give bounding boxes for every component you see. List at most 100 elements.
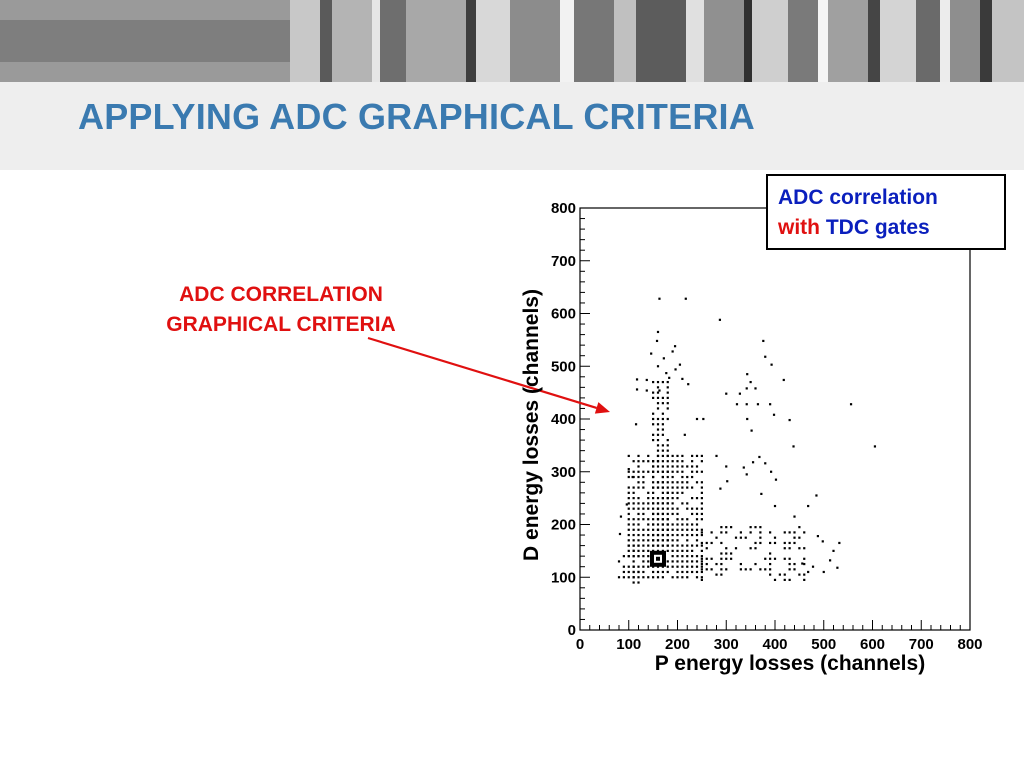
- data-point: [681, 377, 684, 381]
- data-point: [745, 387, 748, 390]
- data-point: [642, 570, 645, 574]
- data-point: [700, 528, 703, 531]
- data-point: [788, 531, 791, 534]
- data-point: [725, 547, 728, 550]
- data-point: [627, 512, 630, 516]
- data-point: [691, 470, 694, 473]
- data-point: [671, 502, 674, 505]
- data-point: [656, 402, 660, 405]
- data-point: [617, 576, 621, 579]
- data-point: [754, 526, 757, 529]
- data-point: [666, 512, 669, 516]
- data-point: [783, 547, 786, 550]
- data-point: [695, 417, 699, 421]
- data-point: [642, 533, 645, 537]
- data-point: [666, 380, 669, 384]
- data-point: [700, 541, 703, 545]
- data-point: [676, 512, 679, 516]
- data-point: [642, 549, 645, 552]
- data-point: [656, 423, 660, 426]
- annotation-arrow: [367, 336, 597, 409]
- data-point: [671, 454, 674, 458]
- data-point: [637, 502, 640, 505]
- data-point: [720, 557, 723, 560]
- data-point: [666, 507, 669, 510]
- data-point: [662, 357, 665, 360]
- banner-stripe: [372, 0, 380, 82]
- data-point: [759, 541, 762, 545]
- data-point: [661, 539, 664, 542]
- data-point: [656, 576, 660, 579]
- data-point: [656, 386, 660, 389]
- data-point: [666, 570, 669, 574]
- data-point: [738, 392, 741, 395]
- data-point: [681, 491, 684, 494]
- data-point: [773, 578, 777, 581]
- data-point: [652, 417, 655, 421]
- data-point: [700, 570, 703, 574]
- banner-stripe: [380, 0, 406, 82]
- data-point: [666, 449, 669, 452]
- data-point: [695, 454, 699, 458]
- data-point: [661, 544, 664, 547]
- data-point: [676, 465, 679, 468]
- data-point: [656, 330, 660, 334]
- data-point: [627, 565, 630, 568]
- y-tick-label: 700: [551, 253, 576, 270]
- data-point: [695, 465, 699, 468]
- data-point: [656, 396, 660, 399]
- data-point: [637, 539, 640, 542]
- data-point: [695, 523, 699, 526]
- data-point: [666, 391, 669, 394]
- data-point: [632, 549, 635, 552]
- data-point: [656, 470, 660, 473]
- data-point: [627, 539, 630, 542]
- banner-stripe: [744, 0, 752, 82]
- data-point: [769, 568, 772, 571]
- data-point: [666, 475, 669, 479]
- data-point: [695, 539, 699, 542]
- data-point: [700, 502, 703, 505]
- data-point: [764, 557, 767, 560]
- data-point: [656, 481, 660, 484]
- banner-stripe: [992, 0, 1024, 82]
- annotation-line-2: GRAPHICAL CRITERIA: [166, 313, 396, 336]
- data-point: [666, 565, 669, 568]
- data-point: [627, 518, 630, 521]
- data-point: [647, 460, 650, 463]
- data-point: [676, 560, 679, 563]
- data-point: [691, 460, 694, 463]
- data-point: [749, 531, 752, 534]
- data-point: [661, 475, 664, 479]
- data-point: [681, 523, 684, 526]
- annotation-line-1: ADC CORRELATION: [179, 283, 383, 306]
- x-axis: 0 100 200 300 400 500 600 700 800: [576, 620, 983, 653]
- data-point: [656, 502, 660, 505]
- data-point: [661, 402, 664, 405]
- data-point: [759, 536, 762, 539]
- x-tick-label: 700: [909, 636, 934, 653]
- data-point: [627, 528, 630, 531]
- data-point: [695, 576, 699, 579]
- data-point: [676, 549, 679, 552]
- data-point: [661, 523, 664, 526]
- data-point: [645, 389, 648, 392]
- data-point: [754, 562, 757, 566]
- data-point: [798, 536, 801, 539]
- data-point: [647, 576, 650, 579]
- data-point: [652, 576, 655, 579]
- data-point: [642, 502, 645, 505]
- data-point: [725, 568, 728, 571]
- data-point: [647, 454, 650, 458]
- banner-stripe: [510, 0, 560, 82]
- data-point: [656, 544, 660, 547]
- data-point: [759, 526, 762, 529]
- data-point: [642, 560, 645, 563]
- data-point: [666, 549, 669, 552]
- data-point: [637, 465, 640, 468]
- data-point: [622, 565, 625, 568]
- data-point: [681, 560, 684, 563]
- data-point: [618, 532, 622, 536]
- data-point: [700, 544, 703, 547]
- data-point: [652, 380, 655, 384]
